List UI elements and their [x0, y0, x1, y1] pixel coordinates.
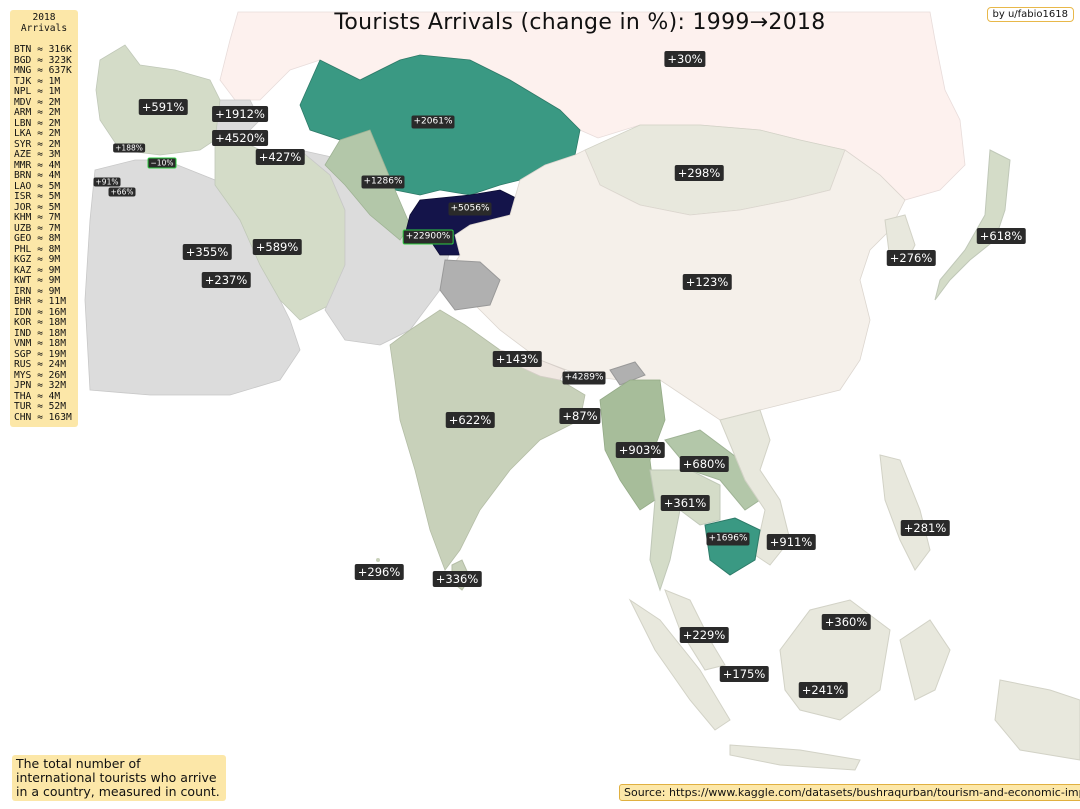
change-label: +66%: [108, 187, 136, 197]
arrivals-row: LAO ≈ 5M: [14, 180, 61, 192]
change-label: +5056%: [448, 202, 492, 216]
arrivals-legend-caption: Arrivals: [20, 22, 68, 34]
arrivals-row: LKA ≈ 2M: [14, 128, 61, 139]
arrivals-row: BGD ≈ 323K: [14, 54, 72, 66]
region-cambodia: [704, 517, 761, 576]
arrivals-row: SYR ≈ 2M: [14, 138, 61, 150]
region-disputed-kashmir: [439, 259, 501, 311]
arrivals-row: BRN ≈ 4M: [14, 170, 61, 181]
change-label: +22900%: [402, 229, 454, 245]
arrivals-row: AZE ≈ 3M: [14, 149, 61, 160]
change-label: +4289%: [562, 371, 606, 385]
change-label: +237%: [201, 272, 251, 288]
change-label: +1286%: [361, 175, 405, 189]
region-russia: [219, 11, 966, 201]
arrivals-row: KWT ≈ 9M: [14, 275, 61, 286]
arrivals-legend-header: 2018 Arrivals: [14, 12, 74, 34]
arrivals-row: LBN ≈ 2M: [14, 117, 61, 129]
arrivals-row: KAZ ≈ 9M: [14, 264, 61, 276]
arrivals-row: TUR ≈ 52M: [14, 401, 66, 412]
change-label: +276%: [886, 250, 936, 266]
change-label: +298%: [674, 165, 724, 181]
arrivals-row: THA ≈ 4M: [14, 390, 61, 402]
change-label: +123%: [682, 274, 732, 290]
arrivals-row: JOR ≈ 5M: [14, 201, 61, 213]
region-java: [729, 744, 861, 771]
change-label: +175%: [719, 666, 769, 682]
change-label: +281%: [900, 520, 950, 536]
change-label: −10%: [147, 157, 177, 169]
change-label: +4520%: [212, 130, 268, 146]
region-japan: [934, 149, 1011, 301]
region-disputed-arunachal: [609, 361, 646, 386]
region-middle-east: [84, 159, 301, 396]
change-label: +296%: [354, 564, 404, 580]
change-label: +903%: [615, 442, 665, 458]
arrivals-row: BHR ≈ 11M: [14, 296, 66, 307]
change-label: +589%: [252, 239, 302, 255]
change-label: +143%: [492, 351, 542, 367]
arrivals-row: SGP ≈ 19M: [14, 348, 66, 360]
arrivals-row: MNG ≈ 637K: [14, 65, 72, 76]
author-credit: by u/fabio1618: [986, 7, 1074, 22]
arrivals-row: IDN ≈ 16M: [14, 306, 66, 318]
map-title: Tourists Arrivals (change in %): 1999→20…: [334, 10, 826, 35]
change-label: +361%: [660, 495, 710, 511]
change-label: +336%: [432, 571, 482, 587]
arrivals-row: KHM ≈ 7M: [14, 212, 61, 223]
arrivals-row: TJK ≈ 1M: [14, 75, 61, 87]
change-label: +591%: [138, 99, 188, 115]
arrivals-row: VNM ≈ 18M: [14, 338, 66, 349]
arrivals-row: BTN ≈ 316K: [14, 44, 72, 55]
change-label: +1912%: [212, 106, 268, 122]
arrivals-row: RUS ≈ 24M: [14, 359, 66, 370]
arrivals-row: ARM ≈ 2M: [14, 107, 61, 118]
arrivals-row: GEO ≈ 8M: [14, 233, 61, 244]
region-maldives: [376, 558, 380, 562]
arrivals-list: BTN ≈ 316K BGD ≈ 323K MNG ≈ 637K TJK ≈ 1M NP…: [14, 44, 74, 423]
arrivals-row: PHL ≈ 8M: [14, 243, 61, 255]
arrivals-row: MYS ≈ 26M: [14, 369, 66, 381]
region-papua: [994, 679, 1080, 761]
region-philippines: [879, 454, 931, 571]
source-link[interactable]: Source: https://www.kaggle.com/datasets/…: [619, 784, 1080, 801]
arrivals-row: MDV ≈ 2M: [14, 96, 61, 108]
change-label: +622%: [445, 412, 495, 428]
arrivals-row: IRN ≈ 9M: [14, 285, 61, 297]
change-label: +229%: [679, 627, 729, 643]
arrivals-row: NPL ≈ 1M: [14, 86, 61, 97]
arrivals-row: JPN ≈ 32M: [14, 380, 66, 391]
arrivals-row: KGZ ≈ 9M: [14, 254, 61, 265]
change-label: +30%: [664, 51, 706, 67]
change-label: +360%: [821, 614, 871, 630]
change-label: +91%: [93, 177, 121, 187]
change-label: +618%: [976, 228, 1026, 244]
arrivals-row: IND ≈ 18M: [14, 327, 66, 339]
region-india: [389, 309, 586, 571]
arrivals-row: UZB ≈ 7M: [14, 222, 61, 234]
arrivals-row: KOR ≈ 18M: [14, 317, 66, 328]
region-sulawesi: [899, 619, 951, 701]
arrivals-row: ISR ≈ 5M: [14, 191, 61, 202]
change-label: +911%: [766, 534, 816, 550]
change-label: +680%: [679, 456, 729, 472]
change-label: +1696%: [706, 532, 750, 546]
change-label: +241%: [798, 682, 848, 698]
arrivals-legend-year: 2018: [32, 12, 56, 23]
change-label: +355%: [182, 244, 232, 260]
arrivals-legend: 2018 Arrivals BTN ≈ 316K BGD ≈ 323K MNG ≈ …: [10, 10, 78, 427]
arrivals-row: CHN ≈ 163M: [14, 411, 72, 423]
footnote: The total number of international touris…: [12, 755, 226, 801]
region-sumatra: [628, 598, 731, 731]
change-label: +2061%: [411, 115, 455, 129]
arrivals-row: MMR ≈ 4M: [14, 159, 61, 171]
change-label: +188%: [113, 143, 145, 153]
change-label: +427%: [255, 149, 305, 165]
change-label: +87%: [559, 408, 601, 424]
